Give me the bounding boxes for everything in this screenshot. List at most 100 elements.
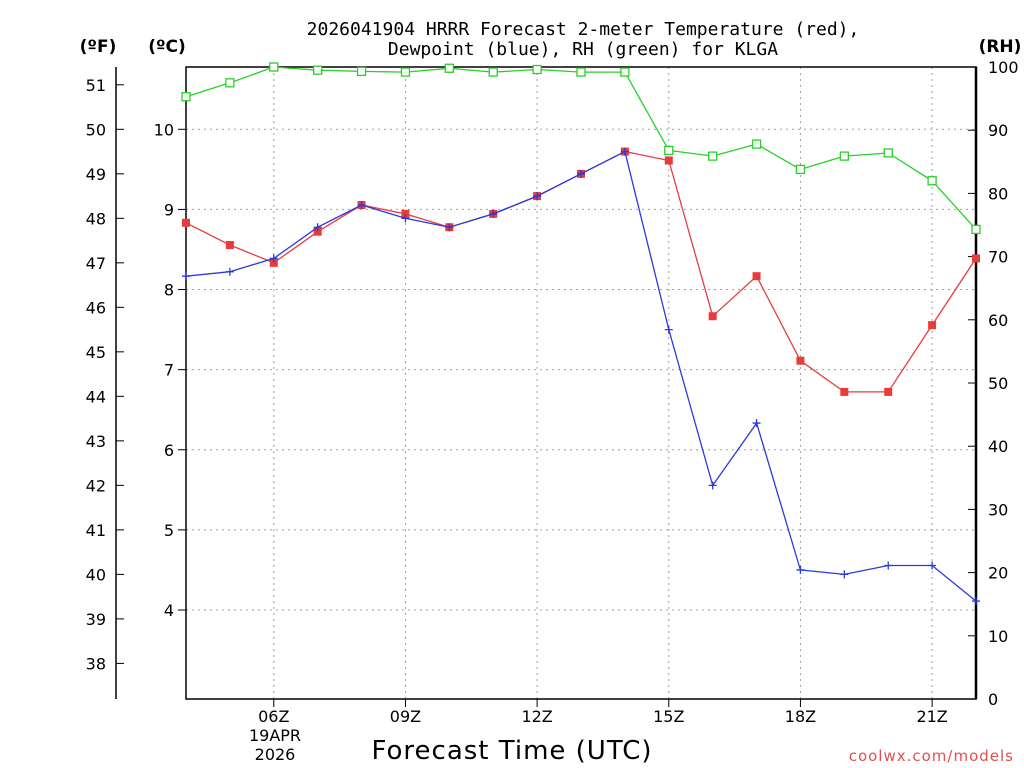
dewpoint-point [225,267,234,276]
temperature-point [840,387,849,396]
temperature-point [664,156,673,165]
celsius-unit-label: (ºC) [148,37,186,57]
celsius-tick-label: 10 [154,120,174,139]
rh-tick-label: 10 [988,627,1008,646]
rh-point [356,66,367,77]
fahrenheit-tick-label: 49 [86,165,106,184]
rh-point [795,164,806,175]
plot-frame [185,66,977,700]
data-series [181,62,981,606]
rh-tick-label: 80 [988,184,1008,203]
dewpoint-point [401,214,410,223]
dewpoint-point [182,272,190,281]
x-tick-label: 15Z [653,707,684,726]
temperature-point [313,227,322,236]
fahrenheit-tick-label: 40 [86,565,106,584]
temperature-point [225,241,234,250]
rh-tick-label: 20 [988,564,1008,583]
rh-tick-label: 70 [988,248,1008,267]
axis-ticks: 06Z 09Z 12Z 15Z 18Z 21Z4567891038394041424344… [86,58,1019,726]
celsius-tick-label: 6 [164,441,174,460]
fahrenheit-unit-label: (ºF) [80,37,117,57]
fahrenheit-tick-label: 45 [86,343,106,362]
rh-tick-label: 50 [988,374,1008,393]
dewpoint-point [533,192,542,201]
rh-point [532,64,542,75]
rh-point [664,145,674,156]
dewpoint-point [577,169,585,178]
rh-point [971,224,981,235]
fahrenheit-tick-label: 46 [86,298,106,317]
dewpoint-point [489,209,498,218]
fahrenheit-tick-label: 38 [86,654,106,673]
fahrenheit-tick-label: 51 [86,76,106,95]
fahrenheit-tick-label: 41 [86,521,106,540]
rh-point [839,151,849,161]
dewpoint-line [185,150,977,602]
date-label-day: 19APR [249,726,301,745]
fahrenheit-tick-label: 42 [86,476,106,495]
dewpoint-point [752,419,761,428]
temperature-point [269,258,278,267]
rh-point [313,65,323,75]
rh-point [927,176,937,186]
x-axis-title: Forecast Time (UTC) [371,736,652,766]
dewpoint-point [664,325,673,334]
rh-point [269,62,279,72]
gridlines [186,67,976,699]
rh-point [444,63,454,73]
fahrenheit-tick-label: 44 [86,387,106,406]
x-tick-label: 21Z [916,707,947,726]
rh-point [620,67,630,77]
temperature-point [401,209,410,218]
temperature-point [182,218,190,227]
dewpoint-point [620,147,629,156]
rh-point [708,151,718,161]
rh-tick-label: 30 [988,500,1008,519]
dewpoint-point [884,561,893,570]
dewpoint-point [840,570,849,579]
dewpoint-point [972,597,980,606]
credit-link[interactable]: coolwx.com/models [849,747,1014,765]
rh-line [185,66,977,230]
rh-tick-label: 100 [988,58,1019,77]
celsius-tick-label: 4 [164,601,174,620]
rh-point [576,67,586,77]
temperature-point [884,387,893,396]
dewpoint-point [445,223,454,232]
rh-tick-label: 60 [988,311,1008,330]
temperature-point [972,254,980,263]
fahrenheit-tick-label: 39 [86,610,106,629]
temperature-point [796,356,805,365]
dewpoint-point [313,223,322,232]
rh-point [883,148,893,158]
dewpoint-point [357,200,366,209]
celsius-tick-label: 7 [164,361,174,380]
temperature-point [928,321,937,330]
rh-point [488,67,498,77]
celsius-tick-label: 9 [164,200,174,219]
rh-tick-label: 40 [988,437,1008,456]
date-label-year: 2026 [255,745,296,764]
rh-tick-label: 0 [988,690,998,709]
dewpoint-point [928,561,937,570]
temperature-line [185,150,977,393]
fahrenheit-tick-label: 47 [86,254,106,273]
fahrenheit-tick-label: 50 [86,120,106,139]
rh-point [751,139,762,149]
dewpoint-point [796,565,805,574]
rh-point [181,92,191,102]
rh-unit-label: (RH) [979,37,1022,57]
chart-title-line-2: Dewpoint (blue), RH (green) for KLGA [388,39,778,60]
temperature-point [752,272,761,281]
x-tick-label: 12Z [521,707,552,726]
chart-title-line-1: 2026041904 HRRR Forecast 2-meter Tempera… [307,19,860,40]
x-tick-label: 06Z [258,707,289,726]
rh-tick-label: 90 [988,121,1008,140]
x-tick-label: 18Z [785,707,816,726]
fahrenheit-tick-label: 48 [86,209,106,228]
dewpoint-point [269,254,278,263]
x-tick-label: 09Z [390,707,421,726]
celsius-tick-label: 5 [164,521,174,540]
